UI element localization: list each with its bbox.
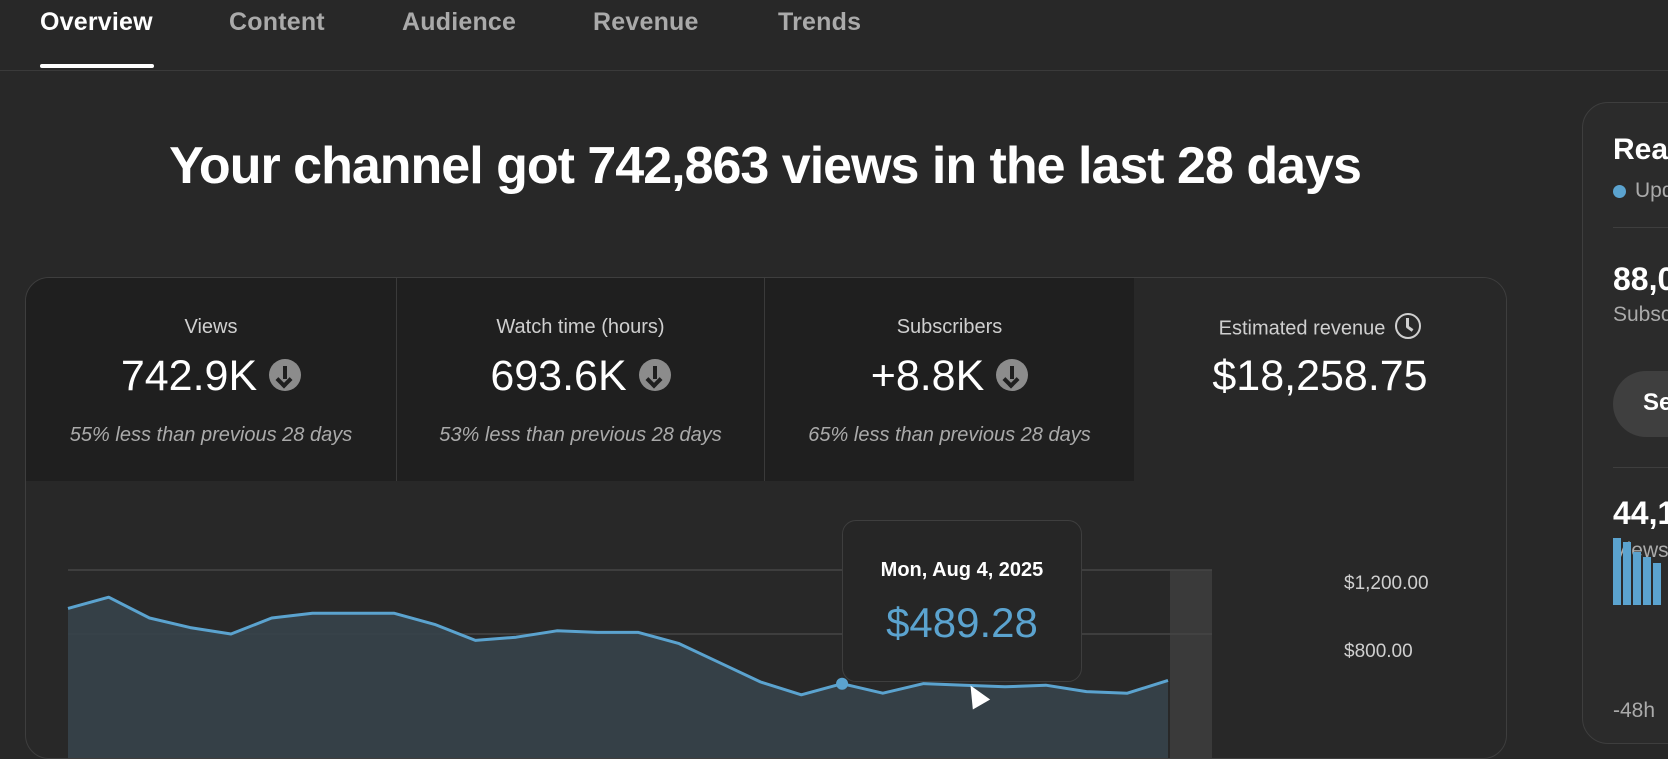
page-headline: Your channel got 742,863 views in the la…	[169, 137, 1362, 195]
metric-value: +8.8K	[765, 352, 1134, 401]
realtime-status: Updating live	[1635, 179, 1668, 202]
realtime-bar	[1653, 563, 1661, 605]
realtime-axis-label: -48h	[1613, 699, 1656, 722]
realtime-card: Realtime Updating live 88,0 Subscribers …	[1582, 102, 1668, 744]
metric-estimated-revenue[interactable]: Estimated revenue $18,258.75	[1134, 278, 1506, 481]
metric-label: Views	[184, 316, 238, 338]
metric-label: Estimated revenue	[1134, 313, 1506, 342]
metric-label: Watch time (hours)	[496, 316, 665, 338]
metric-watch-time[interactable]: Watch time (hours) 693.6K 53% less than …	[397, 278, 764, 481]
realtime-bar	[1643, 557, 1651, 605]
metric-comparison: 55% less than previous 28 days	[69, 424, 353, 446]
chart-tooltip: Mon, Aug 4, 2025 $489.28	[842, 520, 1082, 682]
metric-subscribers[interactable]: Subscribers +8.8K 65% less than previous…	[765, 278, 1134, 481]
tab-audience[interactable]: Audience	[402, 8, 517, 36]
arrow-down-circle-icon	[996, 358, 1029, 391]
realtime-title: Realtime	[1613, 133, 1668, 166]
y-axis-label: $800.00	[1344, 641, 1413, 662]
metric-value: 742.9K	[26, 352, 396, 401]
clock-icon[interactable]	[1395, 313, 1422, 339]
metric-label: Subscribers	[896, 316, 1003, 338]
realtime-bar	[1633, 552, 1641, 605]
realtime-bar	[1623, 542, 1631, 605]
y-axis-label: $1,200.00	[1344, 573, 1429, 594]
chart-hover-band	[1170, 570, 1212, 758]
divider	[1613, 227, 1668, 228]
tab-revenue[interactable]: Revenue	[593, 8, 699, 36]
subscribers-label: Subscribers	[1613, 303, 1668, 326]
metric-views[interactable]: Views 742.9K 55% less than previous 28 d…	[26, 278, 396, 481]
see-live-count-button[interactable]: See live count	[1613, 371, 1668, 437]
revenue-chart[interactable]	[26, 278, 1506, 758]
active-tab-indicator	[40, 64, 154, 68]
tab-content[interactable]: Content	[229, 8, 325, 36]
metric-value: 693.6K	[397, 352, 764, 401]
live-dot-icon	[1613, 185, 1626, 198]
arrow-down-circle-icon	[269, 358, 302, 391]
realtime-bar	[1613, 538, 1621, 605]
tooltip-date: Mon, Aug 4, 2025	[880, 559, 1044, 581]
tab-bar: Overview Content Audience Revenue Trends	[0, 0, 1668, 71]
chart-highlight-point	[836, 677, 849, 690]
subscribers-count: 88,0	[1613, 261, 1668, 297]
metric-value: $18,258.75	[1212, 352, 1428, 400]
views-count: 44,1	[1613, 495, 1668, 531]
arrow-down-circle-icon	[638, 358, 671, 391]
chart-series-line	[67, 595, 1169, 697]
divider	[1613, 467, 1668, 468]
metric-comparison: 65% less than previous 28 days	[808, 424, 1091, 446]
metric-comparison: 53% less than previous 28 days	[439, 424, 722, 446]
divider	[396, 278, 397, 481]
tab-overview[interactable]: Overview	[40, 8, 153, 36]
metrics-card: Views 742.9K 55% less than previous 28 d…	[25, 277, 1507, 759]
divider	[764, 278, 765, 481]
tooltip-value: $489.28	[886, 599, 1038, 646]
tab-trends[interactable]: Trends	[778, 8, 862, 36]
